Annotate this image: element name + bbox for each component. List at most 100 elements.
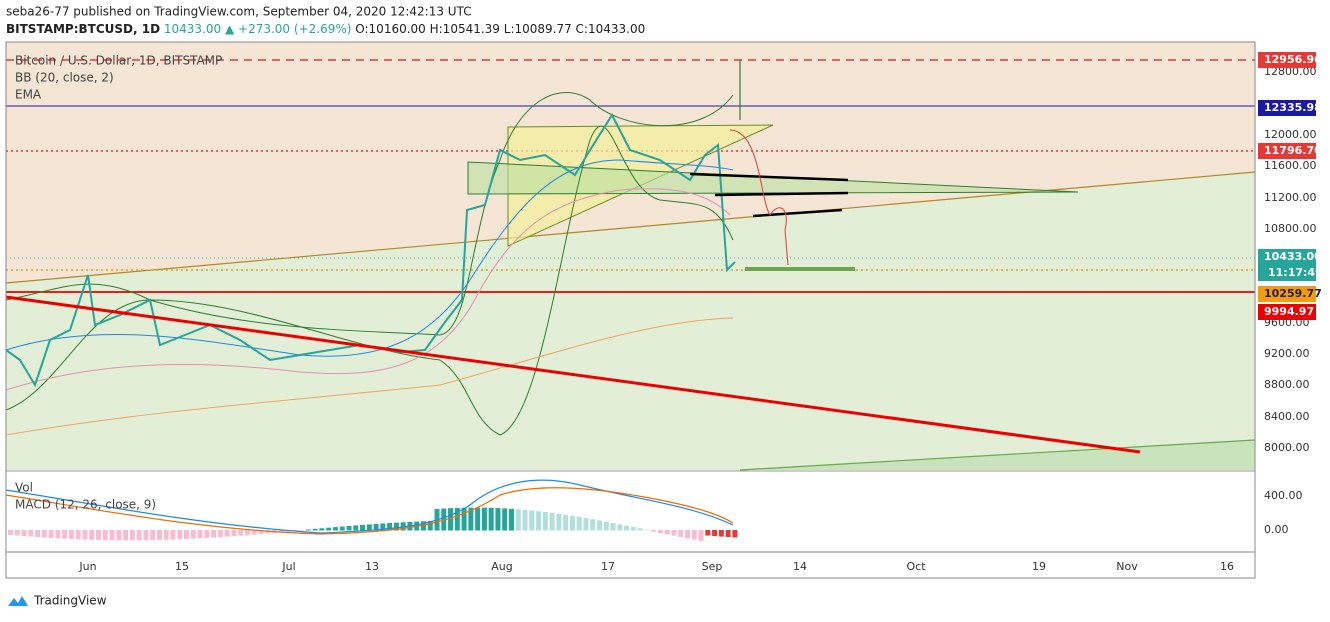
- hist-bar: [576, 516, 582, 531]
- time-label: Oct: [906, 560, 926, 573]
- hist-bar: [671, 530, 677, 536]
- hist-bar: [156, 530, 162, 540]
- hist-bar: [217, 530, 223, 538]
- price-label: 10800.00: [1264, 222, 1317, 235]
- hist-bar: [21, 530, 27, 537]
- hist-bar: [360, 524, 366, 531]
- hist-bar: [62, 530, 68, 539]
- hist-bar: [610, 522, 616, 531]
- hist-bar: [624, 525, 630, 531]
- hist-bar: [718, 530, 724, 537]
- price-label: 8400.00: [1264, 410, 1310, 423]
- ema: [5, 188, 731, 391]
- logo: [8, 596, 28, 606]
- price-path: [5, 112, 736, 388]
- hist-bar: [116, 530, 122, 541]
- macd-histogram: [8, 507, 738, 541]
- badge-bg: [1258, 100, 1316, 116]
- badge-bg: [1258, 52, 1316, 68]
- badge: 11796.70: [1264, 144, 1322, 157]
- price-label: 9200.00: [1264, 347, 1310, 360]
- hist-bar: [346, 525, 352, 531]
- hist-bar: [732, 530, 738, 538]
- hist-bar: [251, 530, 257, 535]
- hist-bar: [515, 509, 521, 531]
- hist-bar: [211, 530, 217, 538]
- hist-bar: [651, 530, 657, 532]
- hist-bar: [129, 530, 135, 541]
- hist-bar: [258, 530, 264, 535]
- hist-bar: [712, 530, 718, 537]
- hist-bar: [691, 530, 697, 540]
- hist-bar: [427, 521, 433, 531]
- hist-bar: [55, 530, 61, 539]
- hist-bar: [305, 529, 311, 531]
- last-price: 10433.00: [164, 22, 221, 36]
- hist-bar: [136, 530, 142, 541]
- hist-bar: [481, 507, 487, 531]
- time-label: 13: [365, 560, 379, 573]
- frame: [5, 41, 1256, 579]
- badge: 10433.00: [1264, 250, 1322, 263]
- badge: 9994.97: [1264, 305, 1314, 318]
- footer: TradingView: [33, 594, 107, 608]
- hist-bar: [549, 512, 555, 531]
- symbol: BITSTAMP:BTCUSD, 1D: [6, 22, 160, 36]
- hist-bar: [184, 530, 190, 540]
- hist-bar: [353, 525, 359, 531]
- hist-bar: [529, 510, 535, 531]
- badge: 11:17:49: [1268, 266, 1323, 279]
- hist-bar: [332, 527, 338, 531]
- hist-bar: [495, 508, 501, 531]
- macd-label: 400.00: [1264, 489, 1303, 502]
- hist-bar: [556, 513, 562, 531]
- hist-bar: [278, 530, 284, 533]
- hist-bar: [508, 508, 514, 531]
- hist-bar: [231, 530, 237, 537]
- drawn-line: [714, 191, 849, 197]
- hist-bar: [8, 530, 13, 536]
- hist-bar: [123, 530, 129, 541]
- hist-bar: [387, 523, 393, 531]
- hist-bar: [630, 527, 636, 531]
- hist-bar: [502, 508, 508, 531]
- hist-bar: [204, 530, 210, 538]
- ema: [5, 317, 734, 436]
- hist-bar: [522, 509, 528, 531]
- price-label: 12800.00: [1264, 65, 1317, 78]
- price-label: 11200.00: [1264, 191, 1317, 204]
- time-label: Aug: [491, 560, 512, 573]
- hist-bar: [685, 530, 690, 539]
- macd-pane: Vol MACD (12, 26, close, 9) 400.00 0.00: [5, 470, 1303, 541]
- hist-bar: [312, 528, 318, 531]
- hist-bar: [75, 530, 81, 540]
- hist-bar: [299, 530, 305, 531]
- hist-bar: [177, 530, 183, 540]
- badge-bg: [1258, 249, 1316, 281]
- hist-bar: [326, 527, 332, 531]
- hist-bar: [238, 530, 244, 536]
- hist-bar: [488, 507, 494, 531]
- hist-bar: [28, 530, 34, 537]
- hist-bar: [441, 508, 447, 531]
- hist-bar: [542, 511, 548, 531]
- hist-bar: [96, 530, 102, 540]
- bb-upper: [5, 92, 734, 336]
- hist-bar: [197, 530, 203, 539]
- badge-bg: [1258, 286, 1316, 302]
- badge: 10259.77: [1264, 287, 1322, 300]
- hist-bar: [536, 511, 542, 531]
- badge-bg: [1258, 304, 1316, 320]
- time-label: Nov: [1116, 560, 1138, 573]
- hist-bar: [448, 508, 454, 531]
- legend: MACD (12, 26, close, 9): [15, 498, 156, 512]
- change: ▲ +273.00 (+2.69%): [225, 22, 351, 36]
- projection: [729, 129, 789, 266]
- drawn-line: [752, 208, 843, 218]
- time-axis: Jun 15 Jul 13 Aug 17 Sep 14 Oct 19 Nov 16: [5, 41, 1256, 579]
- hist-bar: [68, 530, 74, 539]
- hist-bar: [224, 530, 230, 537]
- hist-bar: [420, 521, 426, 531]
- trend-line: [739, 439, 1256, 471]
